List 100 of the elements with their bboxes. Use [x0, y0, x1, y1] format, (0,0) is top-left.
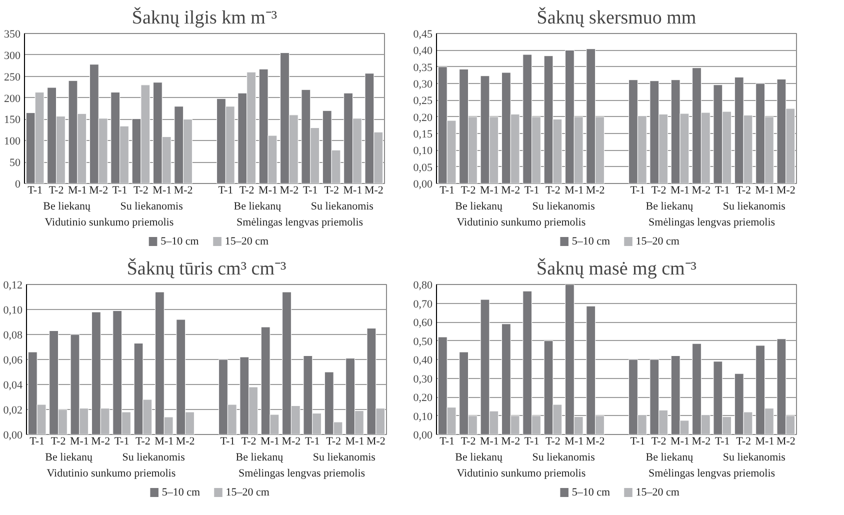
x-tick-label: M-1	[564, 184, 584, 196]
x-tick-label: M-2	[89, 184, 108, 196]
text: Vidutinio sunkumo priemolis	[46, 468, 176, 480]
x-tick-label: T-1	[524, 184, 540, 196]
legend-label: 15–20 cm	[636, 236, 680, 248]
text: Smėlingas lengvas priemolis	[238, 468, 366, 480]
y-tick-label: 0,20	[413, 392, 433, 404]
x-tick-label: T-1	[524, 436, 540, 448]
x-tick-label: T-2	[134, 184, 148, 196]
x-tick-label: M-2	[280, 184, 299, 196]
text: Be liekanų	[45, 452, 94, 464]
x-tick-label: T-1	[28, 184, 43, 196]
text: Su liekanomis	[122, 452, 185, 464]
x-tick-label: M-2	[176, 436, 195, 448]
x-tick-label: M-2	[364, 184, 384, 196]
x-tick-label: M-1	[480, 436, 499, 448]
x-tick-label: M-2	[91, 436, 110, 448]
y-tick-label: 100	[4, 136, 21, 148]
x-tick-label: M-2	[501, 436, 520, 448]
x-tick-label: M-1	[258, 184, 278, 196]
y-tick-label: 0,20	[413, 112, 433, 124]
x-tick-label: T-2	[50, 436, 66, 448]
x-tick-label: T-1	[220, 436, 236, 448]
text: Be liekanų	[236, 452, 284, 464]
y-tick-label: 0,10	[3, 304, 23, 316]
y-tick-label: 0	[15, 178, 21, 190]
text: Vidutinio sunkumo priemolis	[44, 216, 174, 228]
x-tick-label: M-2	[282, 436, 301, 448]
x-tick-label: M-2	[692, 436, 711, 448]
x-tick-label: T-2	[651, 184, 666, 196]
y-tick-label: 0,80	[413, 280, 433, 292]
x-tick-label: M-2	[501, 184, 520, 196]
text: Be liekanų	[646, 200, 694, 212]
legend-label: 5–10 cm	[160, 236, 200, 248]
x-tick-label: M-1	[343, 184, 362, 196]
x-tick-label: M-2	[586, 184, 605, 196]
y-tick-label: 50	[10, 157, 21, 170]
chart-title: Šaknų skersmuo mm	[536, 6, 696, 28]
x-tick-label: T-2	[651, 436, 666, 448]
x-tick-label: M-2	[776, 184, 796, 196]
text: Be liekanų	[455, 200, 504, 212]
x-tick-label: T-1	[112, 184, 128, 196]
x-tick-label: T-2	[546, 184, 560, 196]
x-tick-label: T-2	[736, 436, 751, 448]
text: Vidutinio sunkumo priemolis	[456, 216, 586, 228]
x-tick-label: M-1	[670, 184, 690, 196]
x-tick-label: M-1	[564, 436, 584, 448]
y-tick-label: 0,40	[413, 354, 433, 366]
text: Su liekanomis	[532, 200, 595, 212]
y-tick-label: 0,25	[413, 95, 433, 108]
x-tick-label: T-1	[630, 184, 646, 196]
text: Be liekanų	[455, 452, 504, 464]
x-tick-label: M-1	[670, 436, 690, 448]
y-tick-label: 0,30	[413, 373, 433, 386]
y-tick-label: 0,45	[413, 28, 433, 40]
y-tick-label: 0,02	[3, 404, 22, 416]
x-tick-label: T-1	[304, 436, 320, 448]
y-tick-label: 0,35	[413, 62, 433, 74]
y-tick-label: 0,08	[3, 330, 23, 342]
text: Su liekanomis	[120, 200, 183, 212]
x-tick-label: T-2	[546, 436, 560, 448]
text: Su liekanomis	[722, 452, 786, 464]
text: Smėlingas lengvas priemolis	[236, 216, 364, 228]
x-tick-label: M-2	[174, 184, 193, 196]
x-tick-label: T-2	[241, 436, 256, 448]
x-tick-label: M-2	[586, 436, 605, 448]
x-tick-label: M-1	[480, 184, 499, 196]
text: Su liekanomis	[310, 200, 374, 212]
legend-label: 15–20 cm	[226, 486, 270, 498]
x-tick-label: M-1	[260, 436, 280, 448]
y-tick-label: 0,04	[3, 380, 23, 392]
y-tick-label: 0,30	[413, 78, 433, 90]
text: Su liekanomis	[532, 452, 595, 464]
legend-label: 5–10 cm	[572, 486, 610, 498]
y-tick-label: 0,12	[3, 280, 22, 292]
text: Vidutinio sunkumo priemolis	[456, 468, 586, 480]
text: Smėlingas lengvas priemolis	[648, 216, 776, 228]
x-tick-label: M-2	[776, 436, 796, 448]
text: Be liekanų	[234, 200, 282, 212]
x-tick-label: T-1	[630, 436, 646, 448]
y-tick-label: 350	[4, 28, 21, 40]
legend-label: 15–20 cm	[224, 236, 269, 248]
x-tick-label: T-2	[239, 184, 254, 196]
y-tick-label: 0,10	[413, 410, 433, 423]
text: Be liekanų	[43, 200, 92, 212]
y-tick-label: 0,15	[413, 128, 433, 140]
x-tick-label: M-1	[755, 184, 774, 196]
x-tick-label: T-1	[30, 436, 45, 448]
x-tick-label: T-2	[48, 184, 64, 196]
x-tick-label: T-1	[218, 184, 234, 196]
chart-title: Šaknų ilgis km m⁻³	[132, 6, 278, 28]
x-tick-label: M-1	[152, 184, 172, 196]
y-tick-label: 0,40	[413, 45, 433, 58]
x-tick-label: T-2	[324, 184, 339, 196]
y-tick-label: 250	[4, 71, 21, 84]
y-tick-label: 0,00	[3, 430, 23, 442]
text: Su liekanomis	[722, 200, 786, 212]
x-tick-label: T-1	[440, 436, 455, 448]
y-tick-label: 0,06	[3, 354, 23, 366]
text: Smėlingas lengvas priemolis	[648, 468, 776, 480]
